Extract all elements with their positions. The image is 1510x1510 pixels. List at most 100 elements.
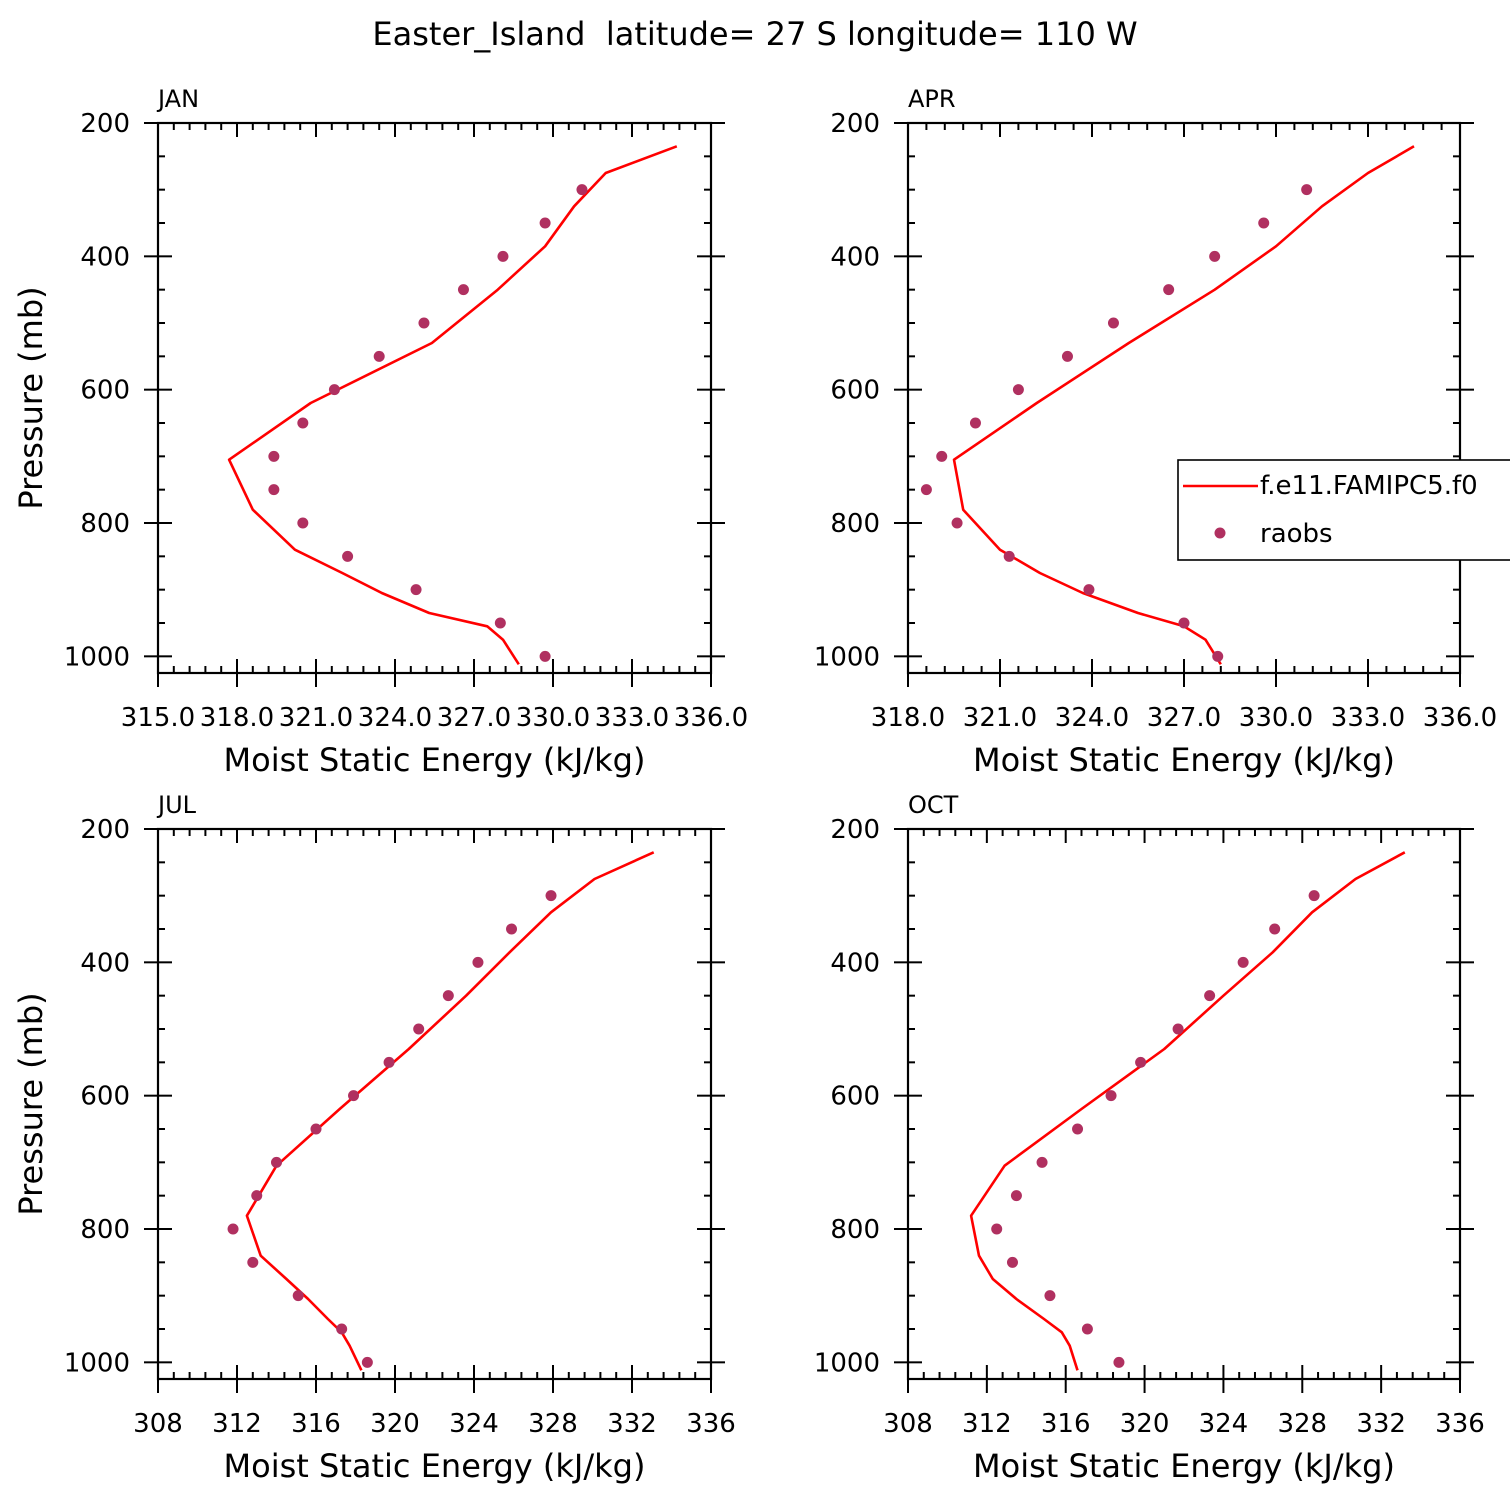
x-tick-label: 318.0 xyxy=(871,703,945,733)
x-tick-label: 321.0 xyxy=(963,703,1037,733)
raobs-point xyxy=(310,1123,322,1135)
raobs-point xyxy=(1044,1290,1056,1302)
x-tick-label: 312 xyxy=(212,1409,262,1439)
panel-label: JUL xyxy=(156,791,197,819)
raobs-point xyxy=(1107,317,1119,329)
raobs-point xyxy=(383,1056,395,1068)
panel-jul: JUL 308 312 316 320 324 328 332 336 200 400 600 800 1… xyxy=(12,791,736,1485)
x-tick-label: 327.0 xyxy=(1147,703,1221,733)
x-tick-label: 315.0 xyxy=(121,703,195,733)
x-tick-label: 308 xyxy=(883,1409,933,1439)
raobs-point xyxy=(361,1356,373,1368)
y-tick-label: 800 xyxy=(830,1215,880,1245)
figure-title: Easter_Island latitude= 27 S longitude= … xyxy=(372,15,1137,53)
x-axis-title: Moist Static Energy (kJ/kg) xyxy=(973,741,1395,779)
raobs-point xyxy=(227,1223,239,1235)
raobs-point xyxy=(539,217,551,229)
x-tick-label: 336 xyxy=(686,1409,736,1439)
x-tick-label: 336.0 xyxy=(1423,703,1497,733)
raobs-point xyxy=(1269,923,1281,935)
panel-jan: JAN 315.0 318.0 321.0 324.0 327.0 330.0 333.0 33… xyxy=(12,85,748,779)
raobs-point xyxy=(545,890,557,902)
raobs-point xyxy=(951,517,963,529)
raobs-point xyxy=(1105,1090,1117,1102)
x-tick-label: 324 xyxy=(449,1409,499,1439)
raobs-point xyxy=(413,1023,425,1035)
y-tick-label: 1000 xyxy=(64,1348,130,1378)
raobs-point xyxy=(1061,350,1073,362)
y-tick-label: 600 xyxy=(830,1082,880,1112)
raobs-point xyxy=(271,1156,282,1168)
raobs-point xyxy=(494,617,506,629)
panel-label: APR xyxy=(908,85,956,113)
raobs-point xyxy=(251,1190,263,1202)
y-tick-label: 800 xyxy=(80,1215,130,1245)
panel-label: JAN xyxy=(156,85,199,113)
x-tick-label: 336.0 xyxy=(674,703,748,733)
raobs-point xyxy=(442,990,454,1002)
legend-obs-swatch xyxy=(1214,527,1226,539)
raobs-point xyxy=(297,417,309,429)
x-tick-label: 324.0 xyxy=(358,703,432,733)
raobs-point xyxy=(1163,284,1175,296)
x-tick-label: 324.0 xyxy=(1055,703,1129,733)
raobs-point xyxy=(247,1256,259,1268)
x-tick-label: 321.0 xyxy=(279,703,353,733)
raobs-point xyxy=(1010,1190,1022,1202)
raobs-point xyxy=(1308,890,1320,902)
x-tick-label: 324 xyxy=(1199,1409,1249,1439)
raobs-point xyxy=(576,184,588,196)
raobs-point xyxy=(1301,184,1313,196)
x-tick-label: 333.0 xyxy=(595,703,669,733)
y-tick-label: 1000 xyxy=(814,1348,880,1378)
raobs-point xyxy=(1178,617,1190,629)
raobs-point xyxy=(1003,550,1015,562)
raobs-point xyxy=(348,1090,360,1102)
y-tick-label: 200 xyxy=(830,815,880,845)
x-tick-label: 336 xyxy=(1435,1409,1485,1439)
x-tick-label: 316 xyxy=(1041,1409,1091,1439)
x-tick-label: 308 xyxy=(133,1409,183,1439)
y-tick-label: 1000 xyxy=(814,642,880,672)
x-tick-label: 330.0 xyxy=(1239,703,1313,733)
x-tick-label: 318.0 xyxy=(200,703,274,733)
legend: f.e11.FAMIPC5.f0 raobs xyxy=(1177,459,1510,561)
x-tick-label: 316 xyxy=(291,1409,341,1439)
raobs-point xyxy=(539,650,551,662)
legend-obs-label: raobs xyxy=(1260,519,1333,549)
x-tick-label: 330.0 xyxy=(516,703,590,733)
x-tick-label: 312 xyxy=(962,1409,1012,1439)
y-tick-label: 800 xyxy=(830,509,880,539)
y-tick-label: 400 xyxy=(830,948,880,978)
raobs-point xyxy=(920,484,932,496)
y-tick-label: 200 xyxy=(830,109,880,139)
legend-model-label: f.e11.FAMIPC5.f0 xyxy=(1260,471,1478,501)
x-tick-label: 320 xyxy=(1120,1409,1170,1439)
raobs-point xyxy=(1209,250,1221,262)
x-tick-label: 328 xyxy=(528,1409,578,1439)
y-tick-label: 200 xyxy=(80,109,130,139)
y-tick-label: 600 xyxy=(80,1082,130,1112)
raobs-point xyxy=(472,956,484,968)
x-axis-title: Moist Static Energy (kJ/kg) xyxy=(224,1447,646,1485)
plot-frame xyxy=(906,827,1462,1381)
plot-frame xyxy=(906,121,1462,675)
raobs-point xyxy=(506,923,518,935)
raobs-point xyxy=(1083,584,1095,596)
raobs-point xyxy=(268,484,280,496)
y-tick-label: 400 xyxy=(830,242,880,272)
x-axis-title: Moist Static Energy (kJ/kg) xyxy=(224,741,646,779)
x-tick-label: 332 xyxy=(1356,1409,1406,1439)
y-tick-label: 400 xyxy=(80,948,130,978)
x-tick-label: 328 xyxy=(1277,1409,1327,1439)
raobs-point xyxy=(1072,1123,1084,1135)
raobs-point xyxy=(457,284,469,296)
panel-oct: OCT 308 312 316 320 324 328 332 336 200 400 600 800 1… xyxy=(814,791,1485,1485)
raobs-point xyxy=(373,350,385,362)
plot-frame xyxy=(156,827,713,1381)
x-tick-label: 332 xyxy=(607,1409,657,1439)
y-tick-label: 200 xyxy=(80,815,130,845)
raobs-point xyxy=(1113,1356,1125,1368)
